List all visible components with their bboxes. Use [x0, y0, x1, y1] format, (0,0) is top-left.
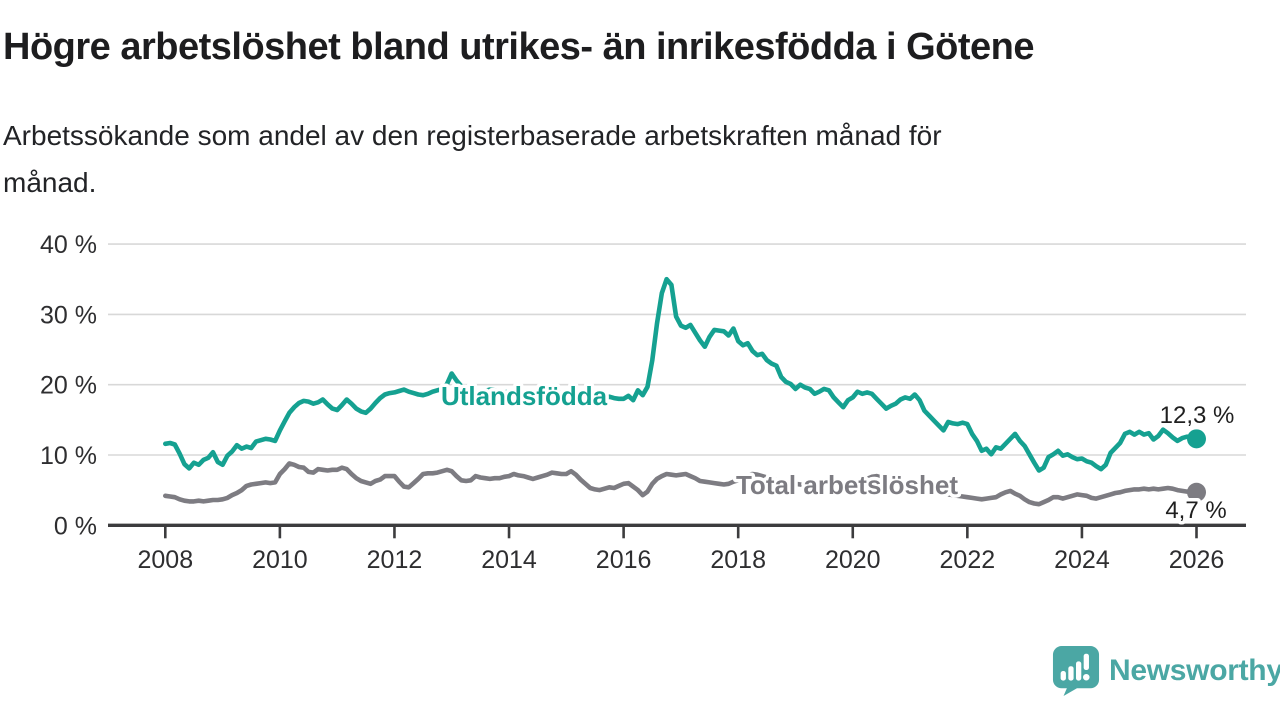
x-tick-label: 2022 [940, 546, 996, 574]
exclamation-bar [1083, 653, 1089, 671]
series-end-dot-utlandsf-dda [1187, 429, 1206, 449]
newsworthy-logo: Newsworthy [1052, 645, 1280, 697]
x-tick-label: 2024 [1054, 546, 1110, 574]
x-tick-label: 2016 [596, 546, 652, 574]
series-label-total-arbetsl-shet: Total arbetslöshet [736, 470, 958, 500]
series-end-value-total-arbetsl-shet: 4,7 % [1165, 497, 1226, 524]
x-tick-label: 2020 [825, 546, 881, 574]
series-end-dot-total-arbetsl-shet [1187, 482, 1206, 502]
x-tick-label: 2026 [1169, 546, 1225, 574]
bar-1 [1060, 671, 1066, 681]
newsworthy-logo-icon [1052, 646, 1100, 696]
y-tick-label: 10 % [40, 442, 97, 470]
chart-subtitle-line2: månad. [3, 167, 97, 198]
page-title: Högre arbetslöshet bland utrikes- än inr… [3, 26, 1035, 68]
y-tick-label: 20 % [40, 372, 97, 400]
bar-3 [1076, 661, 1082, 681]
series-line-total-arbetsl-shet [163, 461, 1199, 507]
chart-subtitle-line1: Arbetssökande som andel av den registerb… [3, 120, 942, 151]
series-label-utlandsf-dda: Utlandsfödda [441, 381, 608, 411]
y-tick-label: 0 % [54, 512, 97, 540]
x-tick-label: 2012 [367, 546, 423, 574]
series-end-value-utlandsf-dda: 12,3 % [1160, 402, 1235, 429]
x-tick-label: 2010 [252, 546, 308, 574]
x-tick-label: 2008 [137, 546, 193, 574]
exclamation-dot [1083, 673, 1090, 681]
bar-2 [1068, 666, 1074, 681]
newsworthy-logo-text: Newsworthy [1109, 654, 1280, 687]
x-tick-label: 2014 [481, 546, 537, 574]
y-tick-label: 40 % [40, 231, 97, 259]
series-line-utlandsf-dda [163, 276, 1199, 473]
x-tick-label: 2018 [710, 546, 766, 574]
y-tick-label: 30 % [40, 301, 97, 329]
chart-subtitle: Arbetssökande som andel av den registerb… [3, 112, 942, 206]
